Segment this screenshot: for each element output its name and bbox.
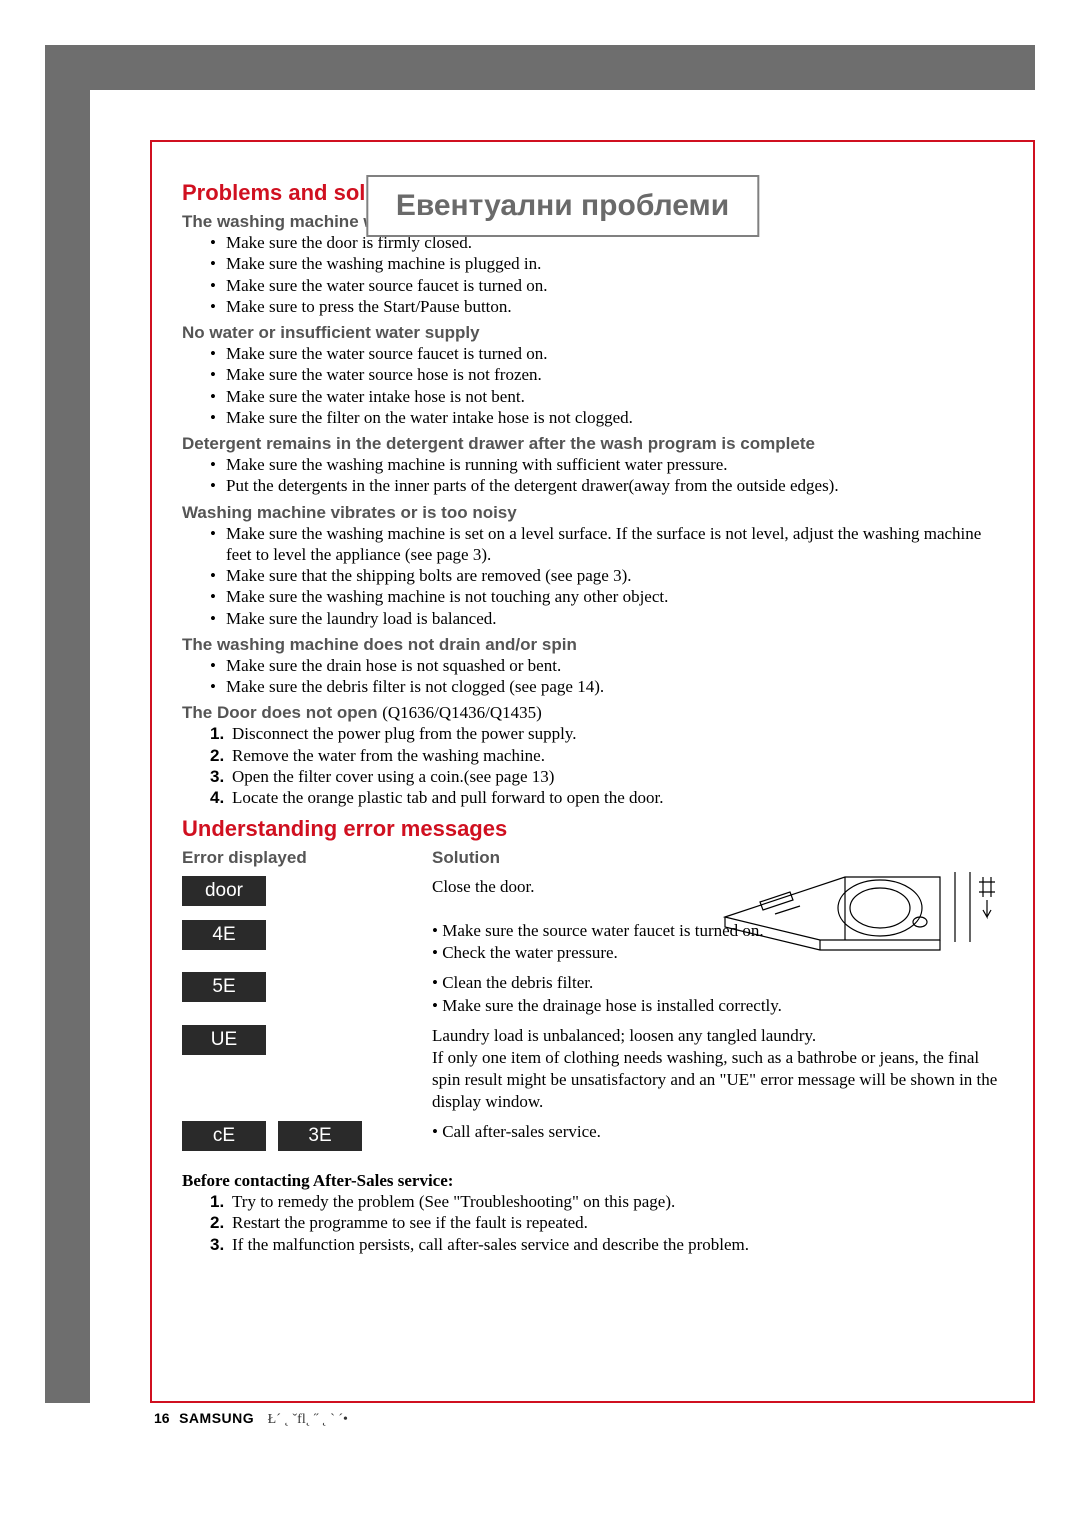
bullet: Make sure the water source faucet is tur… bbox=[226, 275, 1003, 296]
bullet: Make sure the washing machine is running… bbox=[226, 454, 1003, 475]
page-footer: 16 SAMSUNG Ł´ ˛ ˇfl˛ ˝ ˛ ` ´• bbox=[154, 1410, 348, 1428]
bullet: Make sure the water intake hose is not b… bbox=[226, 386, 1003, 407]
before-service-steps: 1.Try to remedy the problem (See "Troubl… bbox=[182, 1191, 1003, 1255]
solution-line: Call after-sales service. bbox=[432, 1121, 1003, 1143]
step-text: Restart the programme to see if the faul… bbox=[232, 1213, 588, 1232]
solution-line: Clean the debris filter. bbox=[432, 972, 1003, 994]
step-text: Disconnect the power plug from the power… bbox=[232, 724, 576, 743]
error-code-cell: cE 3E bbox=[182, 1121, 412, 1157]
bullet: Make sure the laundry load is balanced. bbox=[226, 608, 1003, 629]
problem-numbered-5: 1.Disconnect the power plug from the pow… bbox=[182, 723, 1003, 808]
error-code: 4E bbox=[182, 920, 266, 950]
error-code: cE bbox=[182, 1121, 266, 1151]
bullet: Make sure the washing machine is not tou… bbox=[226, 586, 1003, 607]
solution-line: If only one item of clothing needs washi… bbox=[432, 1047, 1003, 1113]
error-code: 5E bbox=[182, 972, 266, 1002]
step-text: Try to remedy the problem (See "Troubles… bbox=[232, 1192, 675, 1211]
step: 1.Disconnect the power plug from the pow… bbox=[210, 723, 1003, 744]
bullet: Make sure to press the Start/Pause butto… bbox=[226, 296, 1003, 317]
problem-bullets-2: Make sure the washing machine is running… bbox=[182, 454, 1003, 497]
problem-title-4: The washing machine does not drain and/o… bbox=[182, 635, 1003, 655]
error-col-head: Error displayed bbox=[182, 848, 412, 868]
step-text: Open the filter cover using a coin.(see … bbox=[232, 767, 554, 786]
step: 3.If the malfunction persists, call afte… bbox=[210, 1234, 1003, 1255]
error-code: UE bbox=[182, 1025, 266, 1055]
problem-bullets-1: Make sure the water source faucet is tur… bbox=[182, 343, 1003, 428]
problem-title-1: No water or insufficient water supply bbox=[182, 323, 1003, 343]
error-code-cell: 5E bbox=[182, 972, 412, 1016]
problem-model: (Q1636/Q1436/Q1435) bbox=[382, 703, 542, 722]
brand-name: SAMSUNG bbox=[179, 1410, 254, 1426]
error-code-cell: door bbox=[182, 876, 412, 912]
step-text: If the malfunction persists, call after-… bbox=[232, 1235, 749, 1254]
problem-title-3: Washing machine vibrates or is too noisy bbox=[182, 503, 1003, 523]
problem-title-text: The Door does not open bbox=[182, 703, 378, 722]
bullet: Make sure the water source hose is not f… bbox=[226, 364, 1003, 385]
solution-cell: Clean the debris filter. Make sure the d… bbox=[432, 972, 1003, 1016]
error-code-cell: UE bbox=[182, 1025, 412, 1113]
solution-line: Laundry load is unbalanced; loosen any t… bbox=[432, 1025, 1003, 1047]
step: 2.Restart the programme to see if the fa… bbox=[210, 1212, 1003, 1233]
page-title: Евентуални проблеми bbox=[396, 189, 729, 223]
step-text: Locate the orange plastic tab and pull f… bbox=[232, 788, 663, 807]
error-code: 3E bbox=[278, 1121, 362, 1151]
step-text: Remove the water from the washing machin… bbox=[232, 746, 545, 765]
before-service-title: Before contacting After-Sales service: bbox=[182, 1171, 1003, 1191]
bullet: Put the detergents in the inner parts of… bbox=[226, 475, 1003, 496]
footer-extra: Ł´ ˛ ˇfl˛ ˝ ˛ ` ´• bbox=[268, 1412, 348, 1427]
page-frame: Евентуални проблеми Problems and solutio… bbox=[45, 45, 1035, 1403]
bullet: Make sure the debris filter is not clogg… bbox=[226, 676, 1003, 697]
page-number: 16 bbox=[154, 1410, 170, 1426]
step: 4.Locate the orange plastic tab and pull… bbox=[210, 787, 1003, 808]
solution-line: Make sure the drainage hose is installed… bbox=[432, 995, 1003, 1017]
bullet: Make sure that the shipping bolts are re… bbox=[226, 565, 1003, 586]
content-box: Problems and solutions The washing machi… bbox=[150, 140, 1035, 1403]
step: 1.Try to remedy the problem (See "Troubl… bbox=[210, 1191, 1003, 1212]
error-code-cell: 4E bbox=[182, 920, 412, 964]
problem-bullets-3: Make sure the washing machine is set on … bbox=[182, 523, 1003, 629]
step: 3.Open the filter cover using a coin.(se… bbox=[210, 766, 1003, 787]
before-service: Before contacting After-Sales service: 1… bbox=[182, 1171, 1003, 1255]
bullet: Make sure the filter on the water intake… bbox=[226, 407, 1003, 428]
bullet: Make sure the drain hose is not squashed… bbox=[226, 655, 1003, 676]
solution-cell: Laundry load is unbalanced; loosen any t… bbox=[432, 1025, 1003, 1113]
bullet: Make sure the water source faucet is tur… bbox=[226, 343, 1003, 364]
error-code: door bbox=[182, 876, 266, 906]
washing-machine-diagram bbox=[715, 822, 1005, 952]
step: 2.Remove the water from the washing mach… bbox=[210, 745, 1003, 766]
problem-title-5: The Door does not open (Q1636/Q1436/Q143… bbox=[182, 703, 1003, 723]
bullet: Make sure the washing machine is set on … bbox=[226, 523, 1003, 566]
problem-bullets-4: Make sure the drain hose is not squashed… bbox=[182, 655, 1003, 698]
problem-title-2: Detergent remains in the detergent drawe… bbox=[182, 434, 1003, 454]
bullet: Make sure the washing machine is plugged… bbox=[226, 253, 1003, 274]
page-title-tab: Евентуални проблеми bbox=[366, 175, 759, 237]
solution-cell: Call after-sales service. bbox=[432, 1121, 1003, 1157]
problem-bullets-0: Make sure the door is firmly closed. Mak… bbox=[182, 232, 1003, 317]
